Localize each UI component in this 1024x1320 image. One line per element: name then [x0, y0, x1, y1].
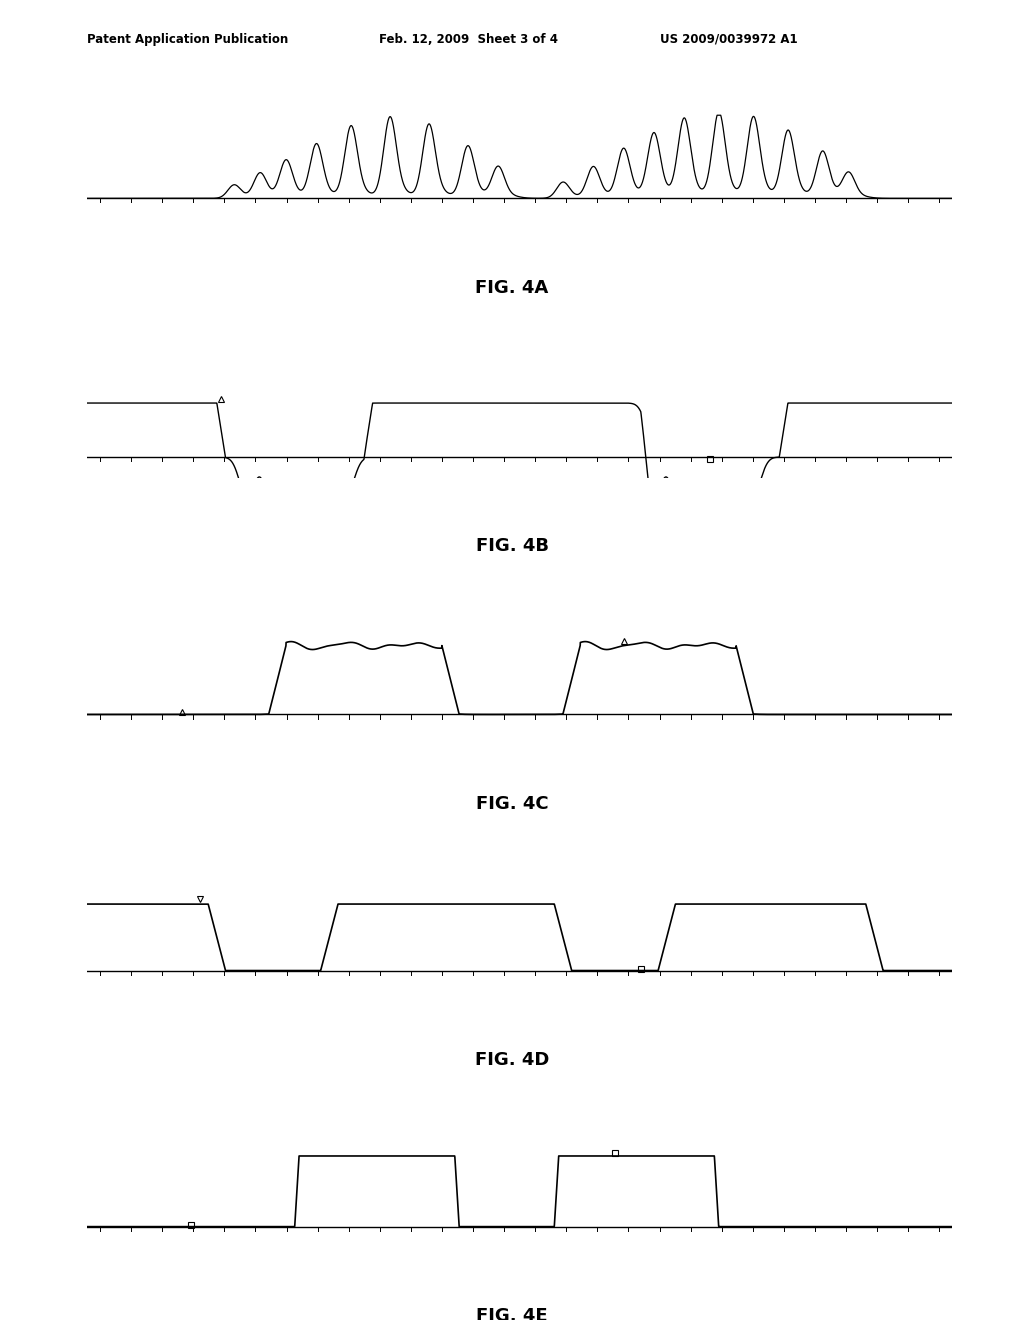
Text: FIG. 4C: FIG. 4C	[476, 795, 548, 813]
Text: US 2009/0039972 A1: US 2009/0039972 A1	[660, 33, 798, 46]
Text: Feb. 12, 2009  Sheet 3 of 4: Feb. 12, 2009 Sheet 3 of 4	[379, 33, 558, 46]
Text: FIG. 4D: FIG. 4D	[475, 1051, 549, 1069]
Text: FIG. 4A: FIG. 4A	[475, 279, 549, 297]
Text: FIG. 4B: FIG. 4B	[475, 537, 549, 556]
Text: Patent Application Publication: Patent Application Publication	[87, 33, 289, 46]
Text: FIG. 4E: FIG. 4E	[476, 1307, 548, 1320]
